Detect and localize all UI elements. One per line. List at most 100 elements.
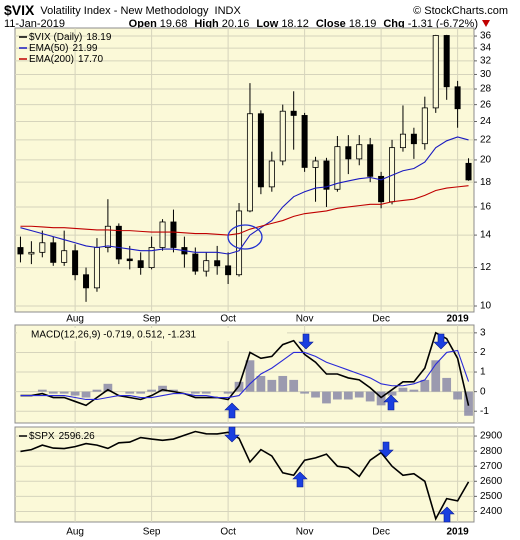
y-tick-label: 14 xyxy=(480,230,492,241)
histogram-bar xyxy=(92,389,102,392)
candle-body xyxy=(28,251,35,255)
legend-entry: $SPX 2596.26 xyxy=(29,431,95,442)
candle-body xyxy=(192,253,199,272)
candle-body xyxy=(454,86,461,110)
legend-name: $SPX xyxy=(29,431,55,442)
annotation-arrow xyxy=(292,471,308,488)
histogram-bar xyxy=(70,391,80,396)
y-tick-label: 1 xyxy=(480,367,486,378)
candle-body xyxy=(236,210,243,276)
histogram-bar xyxy=(267,379,277,392)
y-tick-label: 10 xyxy=(480,301,492,312)
y-tick-label: 2700 xyxy=(480,461,503,472)
y-tick-label: 2800 xyxy=(480,446,503,457)
candle-body xyxy=(312,160,319,168)
legend-name: EMA(50) xyxy=(29,43,68,54)
series-line xyxy=(20,331,470,407)
histogram-bar xyxy=(409,389,419,392)
x-tick-label: Nov xyxy=(296,314,314,325)
histogram-bar xyxy=(289,379,299,392)
histogram-bar xyxy=(387,391,397,396)
x-tick-label: Nov xyxy=(296,527,314,538)
annotation-arrow xyxy=(224,426,240,443)
histogram-bar xyxy=(158,385,167,392)
y-tick-label: 24 xyxy=(480,116,492,127)
candle-body xyxy=(214,260,221,267)
candle-body xyxy=(203,260,210,272)
candle-body xyxy=(421,107,428,145)
candle-body xyxy=(17,247,24,255)
histogram-bar xyxy=(103,383,113,392)
quote-value: 20.16 xyxy=(222,18,250,30)
x-tick-label: Oct xyxy=(220,527,236,538)
y-tick-label: 36 xyxy=(480,31,492,42)
histogram-bar xyxy=(147,389,156,392)
instrument-name: Volatility Index - New Methodology xyxy=(40,5,209,17)
y-tick-label: 2600 xyxy=(480,476,503,487)
legend-box xyxy=(17,328,287,341)
y-tick-label: 2400 xyxy=(480,506,503,517)
legend-value: 2596.26 xyxy=(59,431,96,442)
histogram-bar xyxy=(37,389,47,392)
histogram-bar xyxy=(354,391,364,398)
y-tick-label: 16 xyxy=(480,202,492,213)
series-line xyxy=(20,430,470,521)
y-tick-label: 2 xyxy=(480,347,486,358)
x-tick-label: Sep xyxy=(143,527,161,538)
quote-line: Open 19.68 High 20.16 Low 18.12 Close 18.19 Chg -… xyxy=(129,18,478,30)
y-tick-label: 28 xyxy=(480,84,492,95)
y-tick-label: 34 xyxy=(480,43,492,54)
legend-entry: MACD(12,26,9) -0.719, 0.512, -1.231 xyxy=(31,330,197,341)
plot-area xyxy=(14,324,475,424)
change-indicator xyxy=(482,20,490,27)
candle-body xyxy=(104,225,111,248)
legend-entry: EMA(50) 21.99 xyxy=(29,43,98,54)
histogram-bar xyxy=(398,387,408,392)
histogram-bar xyxy=(59,391,69,394)
candle-body xyxy=(432,35,439,109)
candle-body xyxy=(126,258,133,262)
candle-body xyxy=(443,35,450,88)
histogram-bar xyxy=(278,375,288,392)
candle-body xyxy=(170,221,177,248)
y-tick-label: -1 xyxy=(480,406,489,417)
candle-body xyxy=(148,247,155,268)
annotation-arrow xyxy=(439,506,455,523)
candle-body xyxy=(39,242,46,253)
quote-value: 18.19 xyxy=(349,18,377,30)
y-tick-label: 20 xyxy=(480,155,492,166)
x-tick-label: Sep xyxy=(143,314,161,325)
candle-body xyxy=(367,144,374,177)
candle-body xyxy=(268,160,275,188)
candle-body xyxy=(61,250,68,263)
series-line xyxy=(20,136,469,255)
legend-value: 18.19 xyxy=(86,32,111,43)
quote-value: 19.68 xyxy=(160,18,188,30)
quote-label: Open xyxy=(129,18,157,30)
annotation-circle xyxy=(227,224,263,250)
legend-name: $VIX (Daily) xyxy=(29,32,82,43)
y-tick-label: 32 xyxy=(480,56,492,67)
candle-body xyxy=(225,265,232,276)
candle-body xyxy=(72,250,79,276)
annotation-arrow xyxy=(383,394,399,411)
candle-body xyxy=(399,133,406,149)
annotation-arrow xyxy=(224,402,240,419)
legend-value: 17.70 xyxy=(78,54,103,65)
quote-date: 11-Jan-2019 xyxy=(4,18,65,30)
legend-entry: EMA(200) 17.70 xyxy=(29,54,103,65)
candle-body xyxy=(356,144,363,160)
x-tick-label: Aug xyxy=(66,527,84,538)
histogram-bar xyxy=(201,391,211,394)
candle-body xyxy=(246,113,253,212)
histogram-bar xyxy=(420,379,430,392)
source-watermark: © StockCharts.com xyxy=(413,5,508,17)
x-tick-label: Dec xyxy=(372,314,390,325)
legend-entry: $VIX (Daily) 18.19 xyxy=(29,32,112,43)
legend-name: EMA(200) xyxy=(29,54,74,65)
histogram-bar xyxy=(365,391,375,402)
histogram-bar xyxy=(125,391,135,394)
candle-body xyxy=(301,115,308,168)
